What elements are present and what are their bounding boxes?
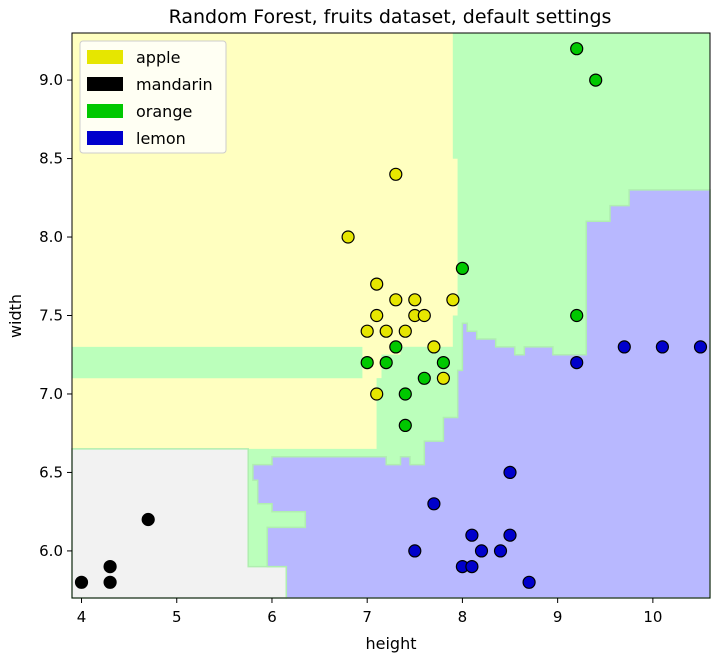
point-lemon [408,544,422,558]
point-lemon [503,465,517,479]
y-tick-label: 7.5 [39,307,63,325]
point-apple [370,277,384,291]
point-apple [436,371,450,385]
point-mandarin [103,559,117,574]
y-tick-label: 7.0 [39,385,63,403]
point-apple [408,293,422,307]
y-axis: 6.0 6.5 7.0 7.5 8.0 8.5 9.0 [39,71,72,560]
legend-swatch-apple [87,50,123,64]
legend-label-mandarin: mandarin [136,75,213,94]
point-orange [570,42,584,56]
point-apple [427,340,441,354]
point-orange [389,340,403,354]
legend-swatch-lemon [87,131,123,145]
x-axis-label: height [366,634,417,653]
legend-label-orange: orange [136,102,192,121]
point-mandarin [141,512,155,527]
y-tick-label: 9.0 [39,71,63,89]
point-apple [417,308,431,323]
legend-items: apple mandarin orange lemon [87,48,213,148]
chart-title: Random Forest, fruits dataset, default s… [169,6,612,28]
x-tick-label: 10 [643,608,662,626]
point-lemon [474,544,489,558]
y-tick-label: 8.5 [39,150,63,168]
point-lemon [465,559,479,574]
point-lemon [427,497,441,511]
point-apple [341,230,355,244]
legend-box [79,40,227,154]
legend-swatch-mandarin [87,77,123,91]
point-lemon [655,340,670,354]
x-tick-label: 5 [172,608,182,626]
point-apple [379,324,393,338]
region-orange-band [72,346,363,379]
point-apple [370,387,384,401]
point-orange [398,387,412,401]
point-lemon [465,528,479,542]
point-apple [398,324,412,338]
y-tick-label: 6.0 [39,542,63,560]
point-mandarin [74,575,89,589]
legend: apple mandarin orange lemon [79,40,227,154]
point-orange [379,356,393,370]
x-tick-label: 6 [267,608,277,626]
y-tick-label: 6.5 [39,463,63,481]
point-lemon [570,356,584,370]
point-orange [436,356,450,370]
point-apple [360,324,374,338]
point-apple [370,308,384,323]
region-lemon [252,189,711,599]
point-orange [589,73,603,87]
legend-swatch-orange [87,104,123,118]
x-tick-label: 9 [553,608,563,626]
point-orange [570,308,584,323]
y-axis-label: width [6,294,25,338]
point-orange [360,356,374,370]
y-tick-label: 8.0 [39,228,63,246]
data-points [74,42,708,589]
point-orange [398,418,412,432]
point-lemon [493,544,508,558]
x-tick-label: 7 [362,608,372,626]
point-orange [455,261,469,275]
point-lemon [522,575,536,589]
point-lemon [617,340,631,354]
region-orange-top [376,33,710,465]
point-orange [417,371,431,385]
point-apple [446,293,460,307]
point-lemon [503,528,517,542]
point-apple [389,167,403,181]
point-apple [389,293,403,307]
x-axis: 4 5 6 7 8 9 10 [77,598,662,626]
x-tick-label: 8 [458,608,468,626]
point-lemon [693,340,708,354]
legend-label-apple: apple [136,48,180,67]
legend-label-lemon: lemon [136,129,186,148]
point-mandarin [103,575,117,589]
x-tick-label: 4 [77,608,87,626]
